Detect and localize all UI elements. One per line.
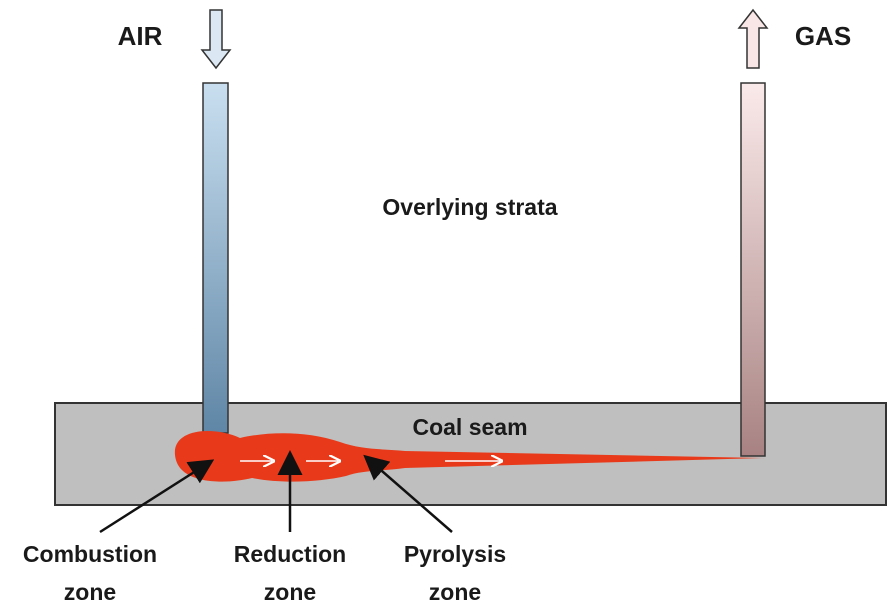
pointer-arrows xyxy=(99,450,453,534)
zone-label: Pyrolysis xyxy=(404,541,506,567)
strata-label: Overlying strata xyxy=(382,194,557,220)
zone-label: Combustion xyxy=(23,541,157,567)
zone-label: Reduction xyxy=(234,541,346,567)
burn-zone xyxy=(174,430,766,482)
air-label: AIR xyxy=(118,21,163,51)
gas-label: GAS xyxy=(795,21,851,51)
injection-well xyxy=(202,82,229,434)
gas-arrow xyxy=(737,8,769,69)
zone-label: zone xyxy=(64,579,116,605)
zone-label: zone xyxy=(429,579,481,605)
zone-label: zone xyxy=(264,579,316,605)
production-well xyxy=(740,82,766,457)
air-arrow xyxy=(200,9,232,70)
seam-label: Coal seam xyxy=(412,414,527,440)
